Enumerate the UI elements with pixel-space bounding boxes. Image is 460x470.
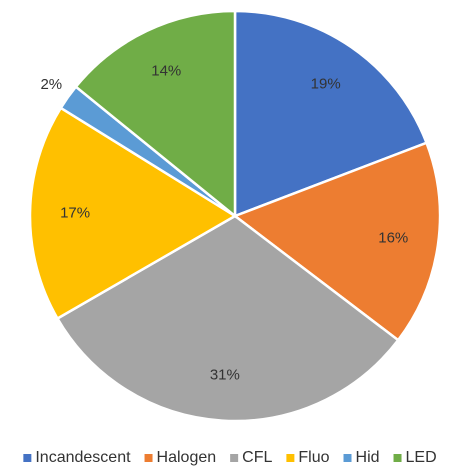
data-label: 19%: [311, 75, 341, 92]
legend-swatch: [230, 454, 239, 462]
legend-swatch: [343, 454, 352, 462]
data-label: 16%: [378, 230, 408, 247]
pie-slice: [28, 106, 238, 321]
legend-label: Fluo: [298, 449, 329, 466]
legend-label: CFL: [242, 449, 272, 466]
legend-swatch: [393, 454, 402, 462]
data-label: 14%: [151, 63, 181, 80]
legend-label: Hid: [356, 449, 380, 466]
pie-slice: [74, 9, 237, 219]
pie-slice: [233, 9, 429, 218]
data-label: 31%: [210, 367, 240, 384]
pie-slice: [55, 214, 400, 423]
legend: Incandescent Halogen CFL Fluo Hid LED: [23, 449, 437, 466]
pie: [28, 9, 442, 423]
data-label: 2%: [40, 76, 62, 93]
legend-swatch: [23, 454, 32, 462]
legend-swatch: [144, 454, 153, 462]
data-label: 17%: [60, 204, 90, 221]
legend-label: Incandescent: [35, 449, 131, 466]
legend-label: Halogen: [157, 449, 217, 466]
data-labels: 19% 16% 31% 17% 2% 14%: [40, 63, 408, 384]
legend-swatch: [286, 454, 295, 462]
legend-label: LED: [406, 449, 437, 466]
pie-slice: [232, 141, 442, 342]
